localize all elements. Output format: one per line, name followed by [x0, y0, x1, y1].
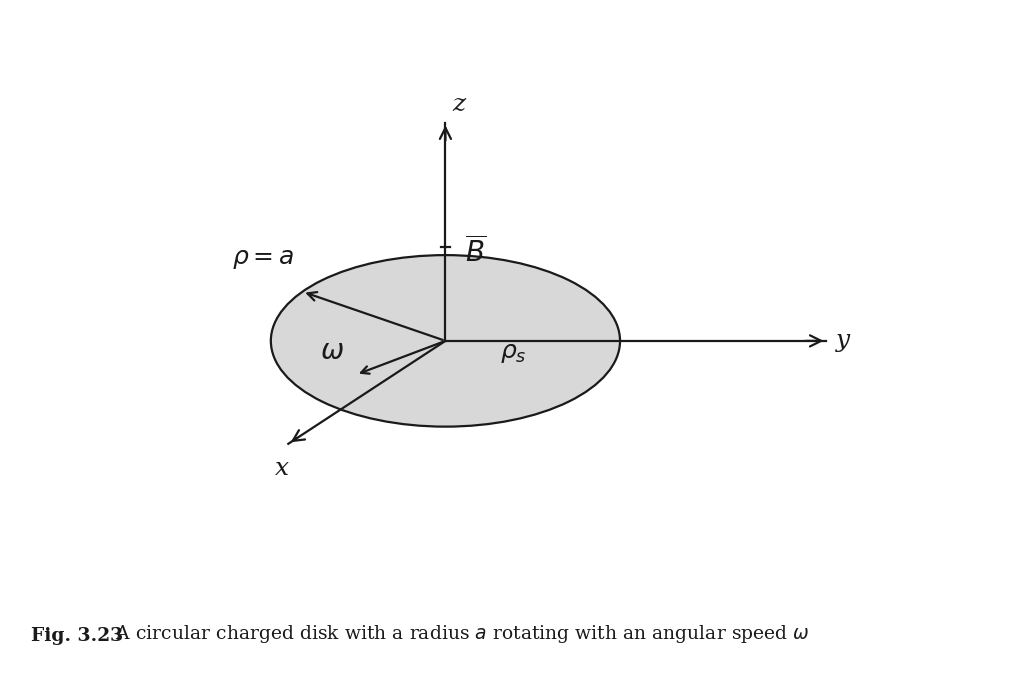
Text: $\rho=a$: $\rho=a$	[232, 248, 295, 271]
Text: $\rho_s$: $\rho_s$	[500, 342, 526, 365]
Text: z: z	[452, 93, 465, 116]
Text: $\overline{B}$: $\overline{B}$	[465, 237, 486, 269]
Ellipse shape	[271, 255, 621, 427]
Text: y: y	[836, 329, 850, 352]
Text: A circular charged disk with a radius $a$ rotating with an angular speed $\omega: A circular charged disk with a radius $a…	[104, 622, 810, 645]
Text: Fig. 3.23: Fig. 3.23	[31, 626, 123, 645]
Text: x: x	[274, 457, 289, 480]
Text: $\omega$: $\omega$	[321, 338, 344, 365]
